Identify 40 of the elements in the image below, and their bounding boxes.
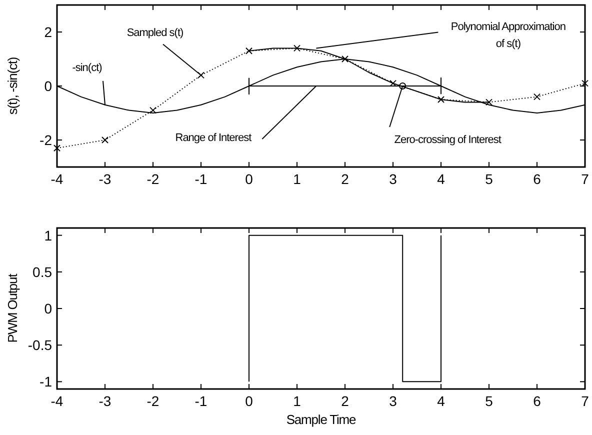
annotation: Sampled s(t): [126, 27, 184, 40]
x-tick-label: -4: [50, 171, 64, 187]
x-tick-label: 6: [533, 393, 542, 409]
x-tick-label: 0: [245, 171, 254, 187]
x-tick-label: 3: [389, 171, 398, 187]
x-tick-label: 5: [485, 393, 494, 409]
y-tick-label: 0: [44, 300, 52, 316]
x-tick-label: 1: [293, 393, 302, 409]
annotation: Polynomial Approximation of s(t): [450, 21, 566, 50]
x-tick-label: 3: [389, 393, 398, 409]
x-axis-title: Sample Time: [286, 412, 356, 427]
y-tick-label: 0: [44, 78, 52, 94]
annotation: Range of Interest: [175, 132, 252, 144]
annotation: Zero-crossing of Interest: [394, 134, 502, 146]
x-tick-label: 2: [341, 171, 350, 187]
y-tick-label: 2: [44, 24, 52, 40]
y-tick-label: 1: [44, 227, 52, 244]
x-tick-label: 2: [341, 393, 350, 409]
x-tick-label: -2: [146, 171, 160, 187]
x-tick-label: -2: [146, 393, 160, 409]
x-tick-label: 6: [533, 171, 542, 187]
x-tick-label: 7: [581, 171, 590, 187]
x-tick-label: 0: [245, 393, 254, 409]
x-tick-label: -4: [50, 393, 64, 409]
x-tick-label: 7: [581, 393, 590, 409]
x-tick-label: 4: [437, 171, 446, 187]
y-tick-label: -0.5: [28, 337, 52, 354]
y-tick-label: -1: [40, 374, 52, 390]
x-tick-label: 5: [485, 171, 494, 187]
x-tick-label: -3: [98, 171, 112, 187]
y-axis-title: PWM Output: [5, 273, 20, 343]
y-tick-label: -2: [40, 132, 52, 148]
x-tick-label: -1: [194, 171, 208, 187]
y-axis-title: s(t), -sin(ct): [5, 57, 20, 115]
x-tick-label: -1: [194, 393, 208, 409]
y-tick-label: 0.5: [32, 264, 52, 280]
x-tick-label: -3: [98, 393, 112, 409]
x-tick-label: 4: [437, 393, 446, 409]
annotation: -sin(ct): [72, 62, 102, 74]
x-tick-label: 1: [293, 171, 302, 187]
